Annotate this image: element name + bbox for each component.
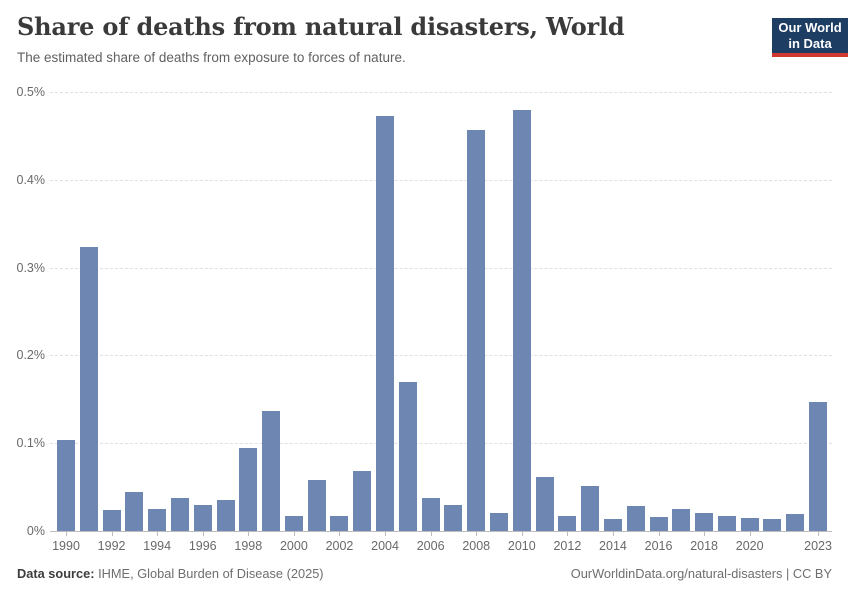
- owid-url-link[interactable]: OurWorldinData.org/natural-disasters | C…: [570, 566, 832, 581]
- bar-1992[interactable]: [102, 509, 121, 531]
- bar-1991[interactable]: [79, 247, 98, 531]
- x-axis-tick: [521, 531, 523, 536]
- x-axis-label: 2008: [462, 539, 491, 553]
- bar-2010[interactable]: [512, 110, 531, 531]
- bar-1990[interactable]: [57, 439, 75, 531]
- bar-2011[interactable]: [535, 477, 554, 531]
- y-axis-label: 0.5%: [16, 85, 46, 99]
- y-axis-label: 0.3%: [16, 260, 46, 275]
- gridline: [50, 355, 832, 357]
- x-axis-label: 2002: [325, 539, 354, 553]
- bar-2019[interactable]: [717, 516, 736, 531]
- gridline: [50, 443, 832, 445]
- x-axis-label: 2000: [279, 539, 308, 553]
- x-axis-label: 1990: [52, 539, 80, 553]
- bar-1994[interactable]: [148, 509, 167, 531]
- y-axis-label: 0.4%: [16, 172, 46, 187]
- x-axis-label: 2010: [507, 539, 536, 553]
- bar-2002[interactable]: [330, 516, 349, 531]
- bar-2001[interactable]: [307, 480, 326, 531]
- x-axis-tick: [385, 531, 387, 536]
- x-axis-tick: [749, 531, 751, 536]
- bar-2007[interactable]: [444, 504, 463, 531]
- bar-2015[interactable]: [626, 506, 645, 531]
- bar-2004[interactable]: [376, 115, 395, 531]
- page-title: Share of deaths from natural disasters, …: [17, 12, 625, 41]
- bar-2009[interactable]: [490, 512, 508, 531]
- x-axis-label: 2018: [690, 539, 719, 553]
- gridline: [50, 92, 832, 93]
- data-source-label: Data source:: [17, 566, 95, 581]
- x-axis-tick: [157, 531, 159, 536]
- gridline: [50, 267, 832, 269]
- bar-2016[interactable]: [649, 516, 668, 531]
- bar-2006[interactable]: [421, 497, 440, 531]
- bar-1995[interactable]: [170, 497, 189, 531]
- x-axis-label: 1992: [97, 539, 126, 553]
- bar-1996[interactable]: [193, 504, 212, 531]
- bar-2022[interactable]: [786, 514, 805, 531]
- x-axis-label: 1994: [143, 539, 172, 553]
- bar-2008[interactable]: [467, 129, 486, 531]
- x-axis-label: 2020: [735, 539, 764, 553]
- bar-1993[interactable]: [125, 492, 144, 531]
- bar-2003[interactable]: [353, 471, 372, 531]
- x-axis-label: 1996: [188, 539, 217, 553]
- x-axis-label: 2004: [371, 539, 399, 553]
- x-axis-baseline: [50, 531, 832, 532]
- chart-subtitle: The estimated share of deaths from expos…: [17, 50, 406, 65]
- bar-2014[interactable]: [603, 518, 622, 531]
- gridline: [50, 179, 832, 181]
- y-axis-label: 0%: [26, 524, 45, 538]
- bar-1997[interactable]: [216, 500, 235, 531]
- bar-2017[interactable]: [672, 509, 691, 531]
- bar-2018[interactable]: [695, 512, 714, 531]
- x-axis-tick: [430, 531, 432, 536]
- y-axis-label: 0.1%: [16, 436, 46, 451]
- bar-1999[interactable]: [262, 410, 281, 531]
- x-axis-label: 1998: [234, 539, 263, 553]
- x-axis-tick: [339, 531, 341, 536]
- x-axis-tick: [293, 531, 295, 536]
- owid-logo-red-stripe: [772, 53, 848, 57]
- x-axis-tick: [202, 531, 204, 536]
- bar-2021[interactable]: [763, 518, 782, 531]
- x-axis-tick: [111, 531, 113, 536]
- bar-1998[interactable]: [239, 447, 258, 531]
- x-axis-label: 2006: [416, 539, 445, 553]
- owid-logo: Our World in Data: [772, 18, 848, 57]
- x-axis-tick: [612, 531, 614, 536]
- x-axis-tick: [704, 531, 706, 536]
- x-axis-label: 2012: [553, 539, 582, 553]
- x-axis-tick: [66, 531, 67, 536]
- x-axis-tick: [567, 531, 569, 536]
- owid-logo-box: Our World in Data: [772, 18, 848, 53]
- x-axis-tick: [476, 531, 478, 536]
- bar-2023[interactable]: [809, 401, 828, 531]
- bar-2000[interactable]: [284, 516, 303, 531]
- x-axis-label: 2014: [599, 539, 627, 553]
- owid-logo-line1: Our World: [778, 20, 842, 35]
- bar-2005[interactable]: [398, 381, 417, 531]
- y-axis-label: 0.2%: [16, 348, 46, 363]
- data-source-value: IHME, Global Burden of Disease (2025): [98, 566, 324, 581]
- x-axis-label: 2016: [644, 539, 673, 553]
- bar-2020[interactable]: [740, 517, 759, 531]
- x-axis-label: 2023: [804, 539, 832, 553]
- x-axis-tick: [248, 531, 250, 536]
- x-axis-tick: [818, 531, 820, 536]
- bar-2012[interactable]: [558, 516, 577, 531]
- x-axis-tick: [658, 531, 660, 536]
- owid-logo-line2: in Data: [788, 36, 832, 51]
- bar-2013[interactable]: [581, 486, 600, 531]
- data-source: Data source: IHME, Global Burden of Dise…: [17, 566, 324, 581]
